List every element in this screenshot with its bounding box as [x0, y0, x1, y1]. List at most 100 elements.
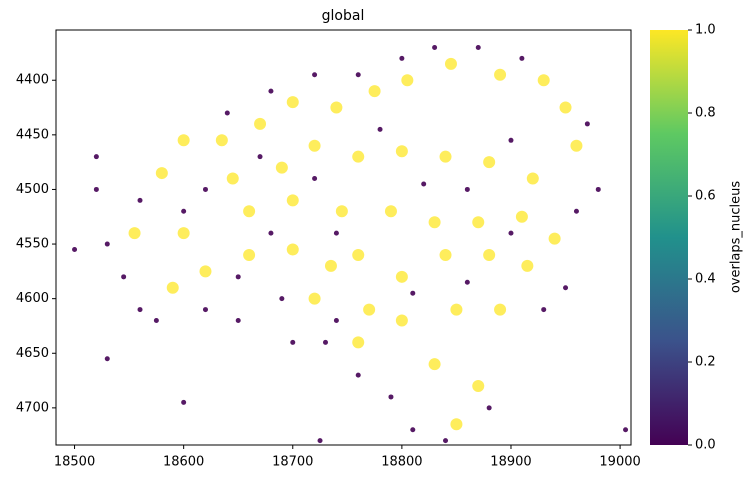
point: [483, 156, 496, 169]
point: [104, 241, 110, 247]
point: [286, 243, 299, 256]
y-tick-label: 4550: [16, 237, 49, 252]
point: [268, 88, 274, 94]
point: [548, 232, 561, 245]
point: [395, 145, 408, 158]
point: [153, 318, 159, 323]
point: [472, 216, 485, 229]
point: [257, 154, 263, 160]
point: [563, 285, 569, 291]
point: [483, 248, 496, 261]
point: [324, 259, 337, 272]
point: [202, 307, 208, 313]
point: [401, 74, 414, 87]
colorbar: [650, 30, 688, 445]
point: [623, 427, 629, 433]
point: [395, 270, 408, 283]
point: [541, 307, 547, 313]
point: [352, 150, 365, 163]
point: [199, 265, 212, 278]
point: [177, 227, 190, 240]
point: [181, 399, 187, 405]
point: [224, 110, 230, 116]
point: [519, 55, 525, 61]
point: [388, 394, 394, 400]
colorbar-tick-label: 0.6: [695, 189, 716, 204]
point: [486, 405, 492, 411]
point: [333, 318, 339, 323]
point: [410, 290, 416, 296]
point: [330, 101, 343, 114]
point: [439, 248, 452, 261]
point: [290, 339, 296, 345]
point: [428, 358, 441, 371]
point: [355, 72, 361, 78]
colorbar-tick-label: 0.2: [695, 355, 716, 370]
x-tick-label: 18700: [272, 455, 313, 470]
point: [137, 197, 143, 203]
point: [475, 44, 481, 50]
point: [104, 356, 110, 362]
point: [355, 372, 361, 378]
point: [450, 303, 463, 316]
point: [286, 194, 299, 207]
x-tick-label: 18500: [54, 455, 95, 470]
point: [508, 137, 514, 143]
colorbar-tick-label: 0.0: [695, 438, 716, 453]
point: [72, 247, 78, 253]
point: [508, 230, 514, 236]
point: [181, 208, 187, 214]
point: [450, 418, 463, 431]
point: [333, 230, 339, 236]
point: [559, 101, 572, 114]
point: [312, 72, 318, 78]
point: [428, 216, 441, 229]
x-tick-label: 18900: [490, 455, 531, 470]
point: [243, 248, 256, 261]
point: [215, 134, 228, 147]
point: [235, 318, 241, 323]
point: [202, 186, 208, 192]
chart-title: global: [322, 8, 365, 24]
point: [464, 186, 470, 192]
plot-frame: [55, 29, 632, 446]
colorbar-tick-label: 1.0: [695, 23, 716, 38]
point: [526, 172, 539, 185]
point: [137, 307, 143, 313]
point: [312, 176, 318, 182]
point: [494, 68, 507, 81]
point: [410, 427, 416, 433]
point: [317, 438, 323, 444]
point: [421, 181, 427, 187]
x-tick-label: 18600: [163, 455, 204, 470]
point: [395, 314, 408, 327]
point: [521, 259, 534, 272]
point: [93, 154, 99, 160]
point: [177, 134, 190, 147]
point: [537, 74, 550, 87]
y-tick-label: 4450: [16, 127, 49, 142]
point: [254, 117, 267, 130]
point: [235, 274, 241, 280]
point: [443, 438, 449, 444]
point: [515, 210, 528, 223]
x-tick-label: 19000: [599, 455, 640, 470]
point: [275, 161, 288, 174]
point: [444, 57, 457, 70]
x-tick-label: 18800: [381, 455, 422, 470]
point: [166, 281, 179, 294]
y-tick-label: 4500: [16, 182, 49, 197]
point: [377, 126, 383, 132]
point: [352, 336, 365, 349]
point: [570, 139, 583, 152]
point: [363, 303, 376, 316]
point: [494, 303, 507, 316]
point: [279, 296, 285, 302]
point: [335, 205, 348, 218]
point: [399, 55, 405, 61]
point: [595, 186, 601, 192]
point: [226, 172, 239, 185]
point: [243, 205, 256, 218]
point: [432, 44, 438, 50]
